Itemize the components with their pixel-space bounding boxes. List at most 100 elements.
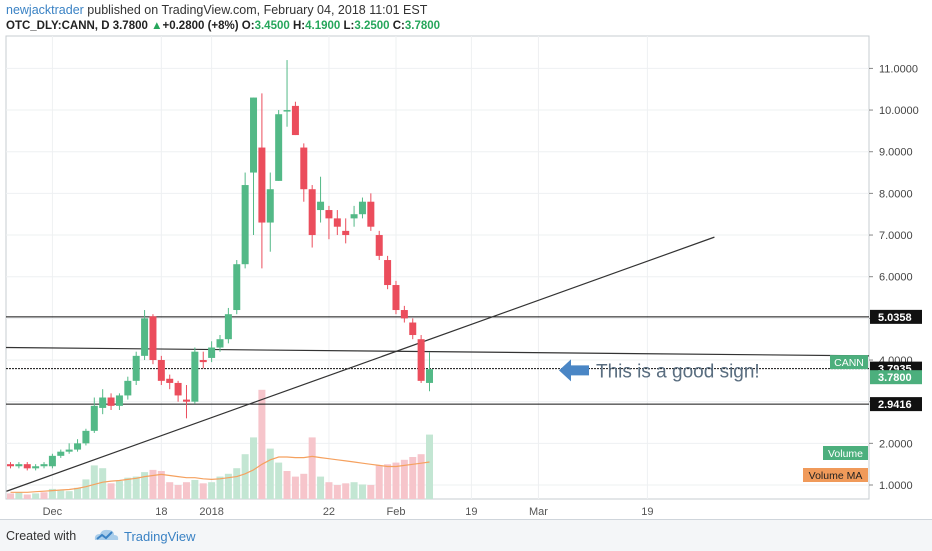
volume-bar bbox=[82, 479, 90, 499]
low-value: 3.2500 bbox=[354, 20, 390, 32]
price-tag: 2.9416 bbox=[870, 397, 922, 412]
symbol-tag-text: CANN bbox=[834, 357, 864, 369]
volume-bar bbox=[40, 492, 48, 499]
y-tick-label: 1.0000 bbox=[879, 480, 913, 492]
candle-body bbox=[291, 105, 299, 136]
price-tag-bg bbox=[870, 397, 922, 412]
y-tick-label: 9.0000 bbox=[879, 147, 913, 159]
annotation-text: This is a good sign! bbox=[596, 361, 760, 382]
volume-bar bbox=[392, 462, 400, 499]
volume-bar bbox=[191, 479, 199, 499]
tradingview-logo-icon bbox=[94, 529, 119, 540]
volume-bar bbox=[291, 476, 299, 499]
y-tick-label: 2.0000 bbox=[879, 438, 913, 450]
x-tick-label: Dec bbox=[43, 506, 63, 518]
price-chart[interactable]: Dec18201822Feb19Mar191.00002.00003.00004… bbox=[0, 0, 932, 519]
volume-bar bbox=[417, 454, 425, 499]
candle-body bbox=[426, 369, 433, 383]
candle-body bbox=[90, 405, 98, 431]
volume-bar bbox=[275, 462, 283, 499]
volume-bar bbox=[300, 473, 308, 499]
volume-bar bbox=[400, 459, 408, 499]
volume-bar bbox=[107, 483, 115, 499]
plot-area bbox=[5, 35, 870, 500]
candle-body bbox=[333, 218, 341, 227]
volume-bar bbox=[358, 484, 366, 499]
candle-body bbox=[141, 318, 149, 356]
candle-body bbox=[57, 451, 65, 456]
volume-bar bbox=[375, 465, 383, 499]
candle-body bbox=[233, 264, 241, 311]
volume-bar bbox=[132, 476, 140, 499]
candle-body bbox=[48, 455, 56, 467]
volume-bar bbox=[325, 482, 333, 499]
volume-bar bbox=[342, 483, 350, 499]
volume-bar bbox=[57, 490, 65, 499]
up-arrow-icon: ▲ bbox=[151, 20, 163, 32]
candle-body bbox=[375, 235, 383, 256]
volume-bar bbox=[99, 468, 107, 499]
candle-body bbox=[149, 316, 157, 361]
volume-bar bbox=[241, 454, 249, 499]
volume-bar bbox=[115, 481, 123, 499]
candle-body bbox=[157, 360, 165, 381]
volume-ma-line bbox=[10, 455, 430, 493]
y-tick-label: 6.0000 bbox=[879, 272, 913, 284]
x-tick-label: Mar bbox=[529, 506, 548, 518]
volume-bar bbox=[141, 472, 149, 499]
symbol-info: OTC_DLY:CANN, D 3.7800 ▲+0.2800 (+8%) O:… bbox=[6, 19, 440, 34]
price-change: +0.2800 (+8%) bbox=[162, 20, 239, 32]
footer-bar: Created with TradingView bbox=[0, 519, 932, 551]
candle-body bbox=[7, 464, 14, 467]
volume-bar bbox=[258, 389, 266, 499]
candle-body bbox=[216, 339, 224, 348]
volume-bar bbox=[409, 457, 417, 499]
candle-body bbox=[107, 397, 115, 406]
candle-body bbox=[409, 322, 417, 336]
last-price: 3.7800 bbox=[112, 20, 148, 32]
volume-bar bbox=[199, 483, 207, 499]
x-tick-label: 2018 bbox=[199, 506, 223, 518]
volume-bar bbox=[7, 493, 14, 499]
author-link[interactable]: newjacktrader bbox=[6, 3, 84, 17]
price-tag-bg bbox=[870, 309, 922, 324]
open-value: 3.4500 bbox=[254, 20, 290, 32]
volume-ma-tag-text: Volume MA bbox=[809, 470, 863, 482]
volume-tag-bg bbox=[823, 446, 868, 460]
published-text: published on TradingView.com, February 0… bbox=[83, 3, 428, 17]
candle-body bbox=[224, 314, 232, 340]
created-with-text: Created with bbox=[6, 529, 77, 543]
candle-body bbox=[400, 310, 408, 319]
candle-body bbox=[82, 430, 90, 444]
volume-bar bbox=[367, 485, 375, 499]
candle-body bbox=[32, 466, 40, 469]
candle-body bbox=[74, 443, 82, 450]
y-tick-label: 7.0000 bbox=[879, 230, 913, 242]
candle-body bbox=[124, 380, 132, 396]
volume-bar bbox=[283, 471, 291, 499]
volume-ma-tag-bg bbox=[803, 468, 868, 482]
candle-body bbox=[23, 464, 31, 469]
candle-body bbox=[258, 147, 266, 223]
volume-bar bbox=[216, 476, 224, 499]
candle-body bbox=[266, 189, 274, 223]
volume-bar bbox=[384, 464, 392, 499]
candle-body bbox=[115, 395, 123, 406]
tradingview-link[interactable]: TradingView bbox=[124, 529, 196, 544]
symbol-name: OTC_DLY:CANN, D bbox=[6, 20, 110, 32]
volume-bar bbox=[65, 491, 73, 499]
annotation-arrow-icon bbox=[559, 359, 589, 382]
candle-body bbox=[15, 464, 23, 467]
volume-bar bbox=[48, 488, 56, 499]
candle-body bbox=[40, 464, 48, 467]
volume-bar bbox=[174, 485, 182, 499]
price-tag-text: 2.9416 bbox=[878, 399, 912, 411]
close-label: C: bbox=[392, 20, 405, 32]
candle-body bbox=[199, 360, 207, 363]
volume-bar bbox=[124, 477, 132, 499]
volume-bar bbox=[233, 468, 241, 499]
candle-body bbox=[166, 378, 174, 383]
volume-bar bbox=[182, 482, 190, 499]
volume-bar bbox=[32, 493, 40, 499]
low-label: L: bbox=[343, 20, 355, 32]
